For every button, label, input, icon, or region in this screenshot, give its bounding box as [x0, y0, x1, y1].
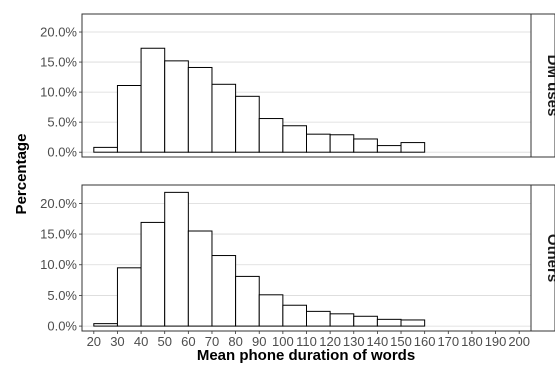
histogram-bar [187, 230, 213, 327]
x-tick-label: 190 [485, 334, 507, 349]
x-tick-label: 170 [437, 334, 459, 349]
facet-strip [530, 184, 555, 332]
x-tick-label: 80 [228, 334, 242, 349]
histogram-bar [282, 125, 307, 153]
histogram-bar [211, 255, 237, 327]
facet-strip-label: DM uses [544, 55, 555, 117]
histogram-bar [140, 47, 166, 153]
x-tick-label: 180 [461, 334, 483, 349]
histogram-bar [400, 142, 426, 153]
histogram-bar [329, 313, 355, 327]
histogram-bar [329, 134, 355, 153]
histogram-bar [235, 95, 260, 153]
y-tick-label: 20.0% [40, 196, 77, 211]
histogram-bar [282, 304, 307, 327]
x-tick-label: 20 [87, 334, 101, 349]
histogram-bar [258, 294, 284, 327]
histogram-bar [211, 83, 237, 153]
x-tick-label: 130 [343, 334, 365, 349]
y-tick-label: 5.0% [47, 115, 77, 130]
panel-2: 0.0% 5.0% 10.0% 15.0% 20.0% Others [40, 184, 555, 334]
facet-strip [530, 13, 555, 158]
x-tick-label: 200 [508, 334, 530, 349]
y-tick-label: 15.0% [40, 227, 77, 242]
x-tick-label: 120 [319, 334, 341, 349]
histogram-bar [353, 315, 378, 327]
histogram-bar [258, 118, 284, 153]
x-tick-label: 110 [296, 334, 317, 349]
x-tick-label: 90 [252, 334, 266, 349]
x-tick-label: 30 [110, 334, 124, 349]
y-axis-title: Percentage [13, 134, 30, 215]
facet-strip-label: Others [544, 234, 555, 282]
x-tick-label: 150 [390, 334, 412, 349]
x-tick-label: 160 [414, 334, 436, 349]
y-tick-label: 5.0% [47, 288, 77, 303]
x-axis-title: Mean phone duration of words [197, 347, 415, 364]
histogram-bar [353, 138, 378, 153]
histogram-bar [187, 66, 213, 153]
x-tick-label: 40 [134, 334, 148, 349]
histogram-bar [93, 323, 118, 327]
histogram-bar [140, 221, 166, 327]
y-tick-label: 0.0% [47, 145, 77, 160]
x-tick-label: 60 [181, 334, 195, 349]
x-tick-label: 100 [272, 334, 294, 349]
x-tick-label: 140 [367, 334, 389, 349]
histogram-bar [306, 133, 331, 153]
histogram-bar [116, 267, 142, 327]
y-tick-label: 0.0% [47, 319, 77, 334]
histogram-bar [164, 191, 189, 327]
histogram-bar [376, 318, 402, 327]
y-tick-label: 20.0% [40, 25, 77, 40]
x-axis: 20 30 40 50 60 70 80 90 100 110 120 130 140 150 160 170… [87, 331, 530, 349]
y-tick-label: 10.0% [40, 257, 77, 272]
y-tick-label: 10.0% [40, 85, 77, 100]
panel-1: 0.0% 5.0% 10.0% 15.0% 20.0% DM uses [40, 13, 555, 160]
histogram-bar [235, 275, 260, 327]
histogram-bar [400, 319, 426, 327]
histogram-bar [93, 146, 118, 153]
histogram-bar [306, 310, 331, 327]
x-tick-label: 50 [157, 334, 171, 349]
y-tick-label: 15.0% [40, 55, 77, 70]
histogram-bar [376, 145, 402, 153]
facet-panels: 0.0% 5.0% 10.0% 15.0% 20.0% DM uses 0.0% 5.0% 10… [40, 13, 555, 349]
histogram-bar [116, 85, 142, 153]
histogram-bar [164, 60, 189, 153]
x-tick-label: 70 [205, 334, 219, 349]
